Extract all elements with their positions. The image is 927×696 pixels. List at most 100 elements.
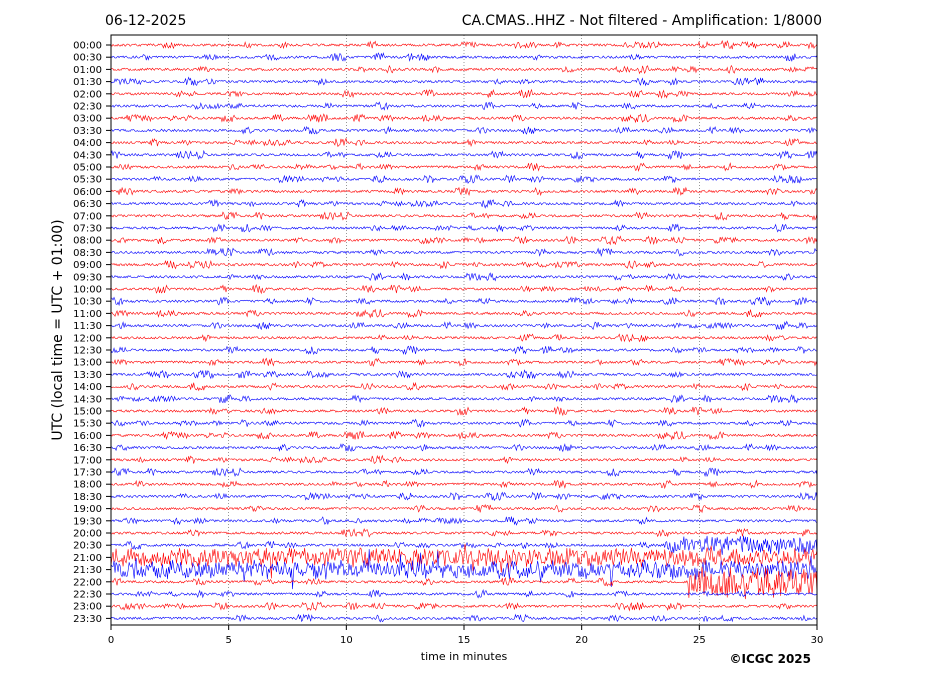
y-tick-label: 03:30 [73,126,102,137]
trace-line [110,76,818,87]
trace-line [110,345,818,356]
y-tick-label: 03:00 [73,114,102,125]
y-tick-label: 12:30 [73,346,102,357]
trace-line [110,113,818,124]
y-tick-label: 08:00 [73,236,102,247]
trace-line [110,381,818,392]
y-tick-label: 15:00 [73,407,102,418]
trace-line [110,430,818,441]
trace-line [110,211,818,221]
trace-line [110,333,818,343]
trace-line [110,357,818,367]
trace-line [110,516,818,526]
trace-line [110,394,818,404]
grid-lines [228,35,700,625]
trace-line [110,235,818,246]
x-tick-label: 20 [575,635,588,646]
y-tick-label: 14:00 [73,382,102,393]
y-tick-label: 07:00 [73,211,102,222]
y-tick-label: 11:00 [73,309,102,320]
trace-line [110,223,818,233]
copyright-text: ©ICGC 2025 [729,652,811,666]
trace-line [110,52,818,62]
y-tick-label: 07:30 [73,224,102,235]
y-tick-label: 22:30 [73,590,102,601]
y-tick-label: 22:00 [73,577,102,588]
trace-line [110,467,818,478]
trace-line [110,479,818,490]
seismic-traces [110,39,818,623]
y-tick-label: 14:30 [73,394,102,405]
y-axis-label: UTC (local time = UTC + 01:00) [50,219,66,440]
y-tick-label: 10:30 [73,297,102,308]
trace-line [110,504,818,514]
trace-line [110,174,818,184]
trace-line [110,137,818,148]
y-tick-label: 11:30 [73,321,102,332]
x-tick-label: 5 [225,635,231,646]
y-tick-label: 18:30 [73,492,102,503]
y-tick-label: 10:00 [73,285,102,296]
y-tick-label: 00:30 [73,53,102,64]
header-date: 06-12-2025 [105,13,186,29]
trace-line [110,101,818,111]
trace-line [110,405,818,417]
y-tick-label: 19:00 [73,504,102,515]
x-tick-label: 10 [340,635,353,646]
y-tick-label: 15:30 [73,419,102,430]
x-tick-label: 15 [458,635,471,646]
trace-line [110,369,818,380]
y-tick-label: 00:00 [73,41,102,52]
trace-line [110,527,818,538]
trace-line [110,186,818,197]
x-axis-label: time in minutes [421,650,508,663]
y-tick-label: 05:30 [73,175,102,186]
y-tick-label: 02:00 [73,89,102,100]
trace-line [110,149,818,161]
y-tick-label: 04:00 [73,138,102,149]
trace-line [110,418,818,429]
trace-line [110,88,818,99]
trace-line [110,198,818,209]
y-tick-label: 21:30 [73,565,102,576]
y-tick-label: 18:00 [73,480,102,491]
y-tick-label: 01:00 [73,65,102,76]
y-tick-label: 21:00 [73,553,102,564]
y-tick-label: 13:00 [73,358,102,369]
trace-line [110,284,818,295]
y-tick-label: 20:00 [73,529,102,540]
y-tick-label: 13:30 [73,370,102,381]
y-tick-label: 20:30 [73,541,102,552]
trace-line [110,247,818,258]
x-axis-ticks: 0 5 10 15 20 25 30 [108,625,824,646]
trace-line [110,259,818,270]
y-tick-label: 23:00 [73,602,102,613]
trace-line [110,535,818,555]
trace-line [110,566,818,600]
trace-line [110,162,818,172]
y-tick-label: 16:30 [73,443,102,454]
trace-line [110,613,818,623]
chart-title: CA.CMAS..HHZ - Not filtered - Amplificat… [462,13,822,29]
y-tick-label: 12:00 [73,333,102,344]
y-tick-label: 19:30 [73,516,102,527]
trace-line [110,601,818,612]
y-tick-label: 17:30 [73,468,102,479]
trace-line [110,296,818,307]
y-tick-label: 01:30 [73,77,102,88]
trace-line [110,308,818,319]
y-tick-label: 06:00 [73,187,102,198]
trace-line [110,543,818,579]
trace-line [110,443,818,453]
plot-frame [110,34,818,626]
trace-line [110,125,818,135]
y-tick-label: 08:30 [73,248,102,259]
trace-line [110,589,818,599]
x-tick-label: 30 [811,635,824,646]
trace-line [110,320,818,331]
trace-line [110,491,818,502]
trace-line [110,64,818,75]
y-tick-label: 02:30 [73,102,102,113]
